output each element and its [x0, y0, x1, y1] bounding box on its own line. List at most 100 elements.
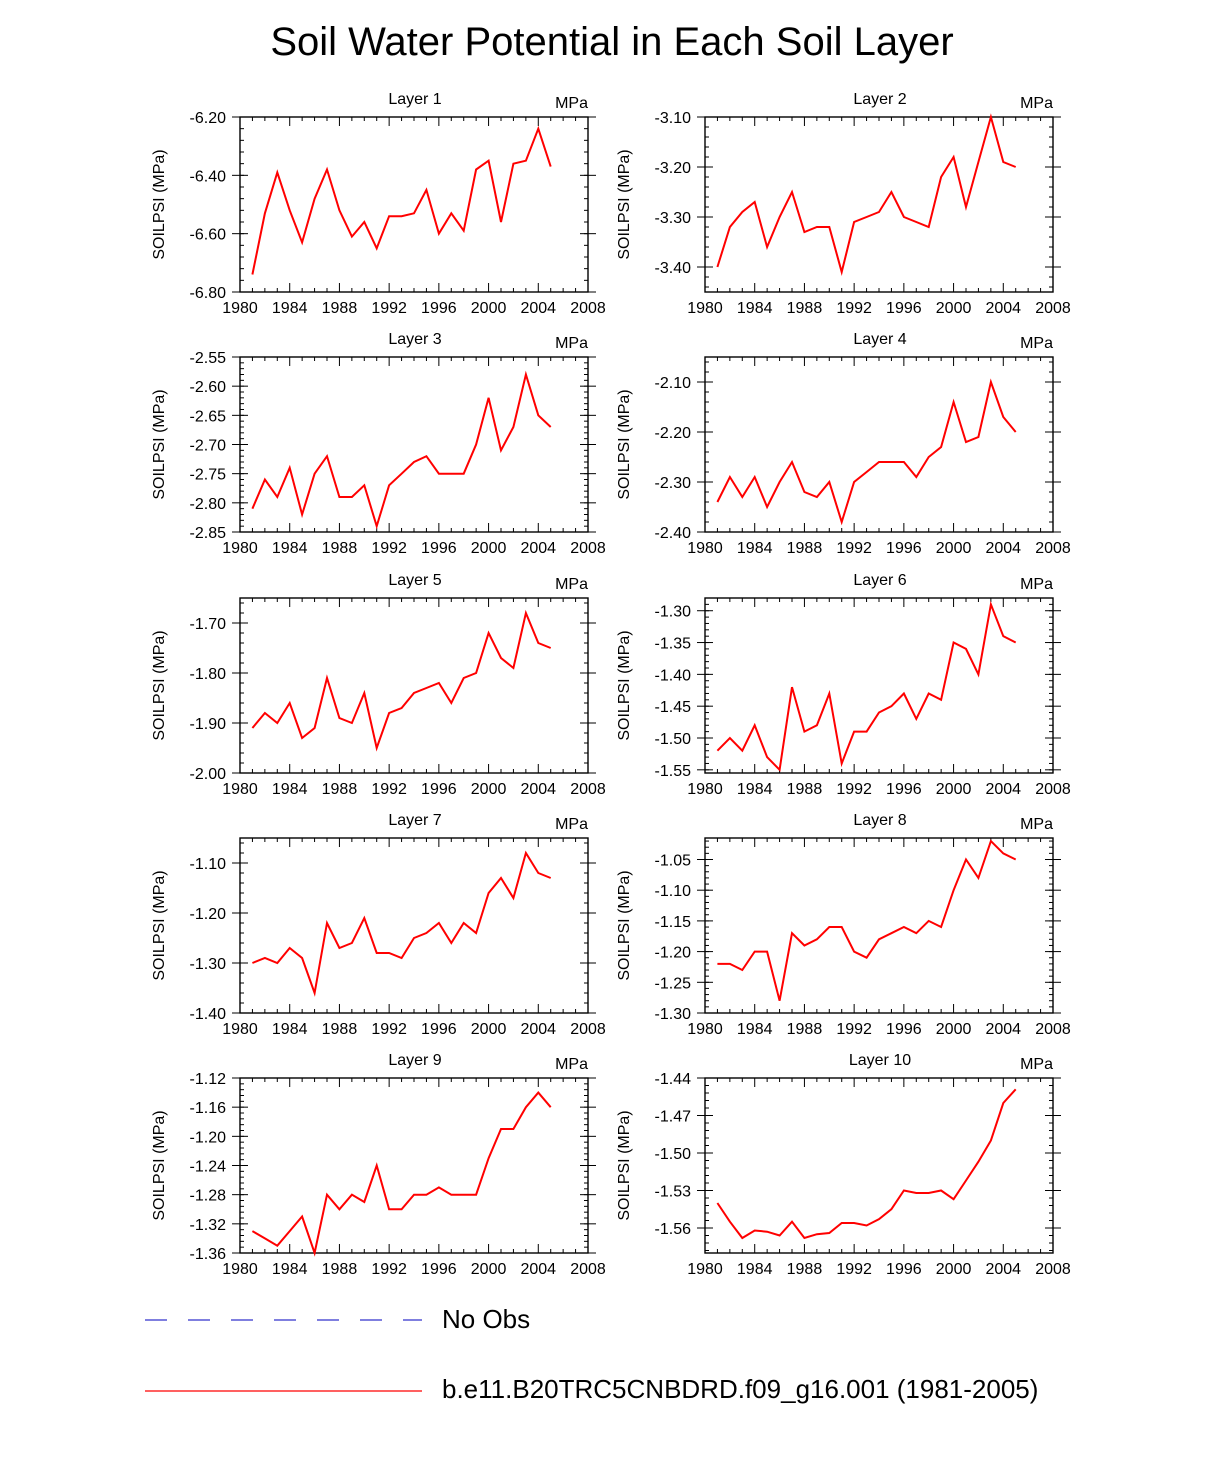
x-tick-label: 1988: [787, 1261, 823, 1278]
y-tick-label: -1.10: [655, 883, 692, 900]
y-tick-label: -1.53: [655, 1184, 692, 1201]
y-tick-label: -2.10: [655, 375, 692, 392]
x-tick-label: 2004: [985, 781, 1021, 798]
x-tick-label: 1980: [222, 1021, 258, 1038]
series-line: [251, 370, 552, 530]
x-tick-label: 1980: [687, 781, 723, 798]
chart-panel-6: 1980 1984 1988 1992 1996 2000 2004 2008 -1.30 -1.…: [616, 572, 1071, 798]
y-tick-label: -1.44: [655, 1071, 692, 1088]
panel-units: MPa: [1020, 95, 1053, 112]
chart-panel-3: 1980 1984 1988 1992 1996 2000 2004 2008 -2.55 -2.…: [151, 331, 606, 557]
chart-panel-7: 1980 1984 1988 1992 1996 2000 2004 2008 -1.10 -1.…: [151, 812, 606, 1038]
y-axis-label: SOILPSI (MPa): [616, 1110, 633, 1220]
x-tick-label: 1984: [737, 540, 773, 557]
x-tick-label: 2008: [1035, 1021, 1071, 1038]
x-tick-label: 1988: [322, 1021, 358, 1038]
series-line: [252, 850, 552, 997]
x-tick-label: 1992: [836, 300, 872, 317]
x-tick-label: 1984: [737, 300, 773, 317]
plot-frame: [704, 116, 1054, 293]
y-tick-label: -6.80: [190, 285, 227, 302]
y-tick-label: -2.85: [190, 525, 227, 542]
plot-frame: [239, 597, 589, 774]
plot-frame: [239, 356, 589, 533]
x-tick-label: 1988: [322, 300, 358, 317]
x-tick-label: 2000: [936, 540, 972, 557]
x-tick-label: 1996: [421, 1021, 457, 1038]
y-tick-label: -1.30: [655, 604, 692, 621]
y-tick-label: -3.20: [655, 160, 692, 177]
x-tick-label: 2008: [570, 1021, 606, 1038]
x-tick-label: 2008: [570, 540, 606, 557]
series-line: [251, 609, 552, 752]
x-tick-label: 1996: [886, 781, 922, 798]
x-tick-label: 1992: [836, 1261, 872, 1278]
x-tick-label: 2008: [1035, 540, 1071, 557]
x-tick-label: 1996: [421, 781, 457, 798]
y-tick-label: -2.75: [190, 467, 227, 484]
panel-title: Layer 6: [853, 572, 906, 589]
x-tick-label: 1992: [371, 1021, 407, 1038]
x-tick-label: 2000: [471, 300, 507, 317]
x-tick-label: 2008: [1035, 781, 1071, 798]
panel-title: Layer 9: [388, 1052, 441, 1069]
y-axis-label: SOILPSI (MPa): [151, 630, 168, 740]
x-tick-label: 2000: [936, 1261, 972, 1278]
chart-panel-8: 1980 1984 1988 1992 1996 2000 2004 2008 -1.05 -1.…: [616, 812, 1071, 1038]
panel-title: Layer 4: [853, 331, 906, 348]
chart-panel-10: 1980 1984 1988 1992 1996 2000 2004 2008 -1.44 -1.…: [616, 1052, 1071, 1278]
panel-units: MPa: [555, 335, 588, 352]
y-tick-label: -1.36: [190, 1246, 227, 1263]
page-title: Soil Water Potential in Each Soil Layer: [270, 20, 954, 64]
x-tick-label: 1992: [371, 300, 407, 317]
x-tick-label: 1996: [421, 1261, 457, 1278]
x-tick-label: 2008: [570, 781, 606, 798]
y-axis-label: SOILPSI (MPa): [616, 870, 633, 980]
y-tick-label: -1.10: [190, 856, 227, 873]
y-tick-label: -2.00: [190, 766, 227, 783]
x-tick-label: 2004: [520, 300, 556, 317]
x-tick-label: 1988: [787, 300, 823, 317]
y-tick-label: -2.40: [655, 525, 692, 542]
x-tick-label: 1996: [886, 1021, 922, 1038]
x-tick-label: 2000: [936, 1021, 972, 1038]
y-tick-label: -1.80: [190, 666, 227, 683]
x-tick-label: 1992: [836, 540, 872, 557]
chart-panel-1: 1980 1984 1988 1992 1996 2000 2004 2008 -6.20 -6.…: [151, 91, 606, 317]
x-tick-label: 1984: [272, 540, 308, 557]
series-line: [716, 1088, 1017, 1240]
panel-title: Layer 8: [853, 812, 906, 829]
panel-units: MPa: [1020, 576, 1053, 593]
x-tick-label: 2008: [1035, 1261, 1071, 1278]
y-tick-label: -6.60: [190, 227, 227, 244]
chart-panel-2: 1980 1984 1988 1992 1996 2000 2004 2008 -3.10 -3.…: [616, 91, 1071, 317]
x-tick-label: 1980: [222, 540, 258, 557]
x-tick-label: 2004: [520, 1021, 556, 1038]
x-tick-label: 1992: [836, 781, 872, 798]
y-tick-label: -1.30: [655, 1006, 692, 1023]
series-line: [251, 1091, 552, 1257]
x-tick-label: 1984: [737, 1261, 773, 1278]
y-tick-label: -1.32: [190, 1217, 227, 1234]
plot-frame: [704, 1077, 1054, 1254]
x-tick-label: 2004: [985, 1021, 1021, 1038]
x-tick-label: 1988: [322, 540, 358, 557]
plot-frame: [704, 356, 1054, 533]
y-tick-label: -3.10: [655, 110, 692, 127]
x-tick-label: 1996: [886, 300, 922, 317]
x-tick-label: 1992: [371, 540, 407, 557]
x-tick-label: 2008: [570, 1261, 606, 1278]
x-tick-label: 2004: [520, 540, 556, 557]
panel-units: MPa: [1020, 1056, 1053, 1073]
chart-panel-9: 1980 1984 1988 1992 1996 2000 2004 2008 -1.12 -1.…: [151, 1052, 606, 1278]
panel-units: MPa: [555, 1056, 588, 1073]
y-tick-label: -1.47: [655, 1109, 692, 1126]
x-tick-label: 1984: [272, 300, 308, 317]
y-tick-label: -2.80: [190, 496, 227, 513]
y-tick-label: -1.24: [190, 1159, 227, 1176]
y-tick-label: -6.20: [190, 110, 227, 127]
y-tick-label: -2.30: [655, 475, 692, 492]
y-axis-label: SOILPSI (MPa): [151, 1110, 168, 1220]
x-tick-label: 2000: [471, 781, 507, 798]
x-tick-label: 2004: [520, 1261, 556, 1278]
